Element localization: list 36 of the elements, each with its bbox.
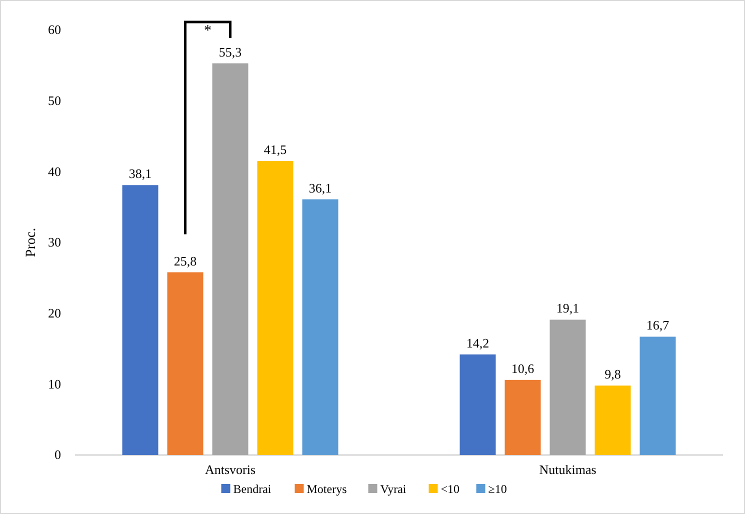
data-label: 10,6 — [511, 360, 535, 376]
y-tick-label: 40 — [48, 164, 61, 179]
bar — [550, 320, 586, 455]
legend-label: ≥10 — [488, 482, 507, 496]
bar — [504, 380, 541, 455]
y-axis-title: Proc. — [24, 228, 39, 258]
data-label: 38,1 — [128, 166, 152, 182]
bar — [212, 63, 248, 455]
data-label: 36,1 — [308, 180, 332, 196]
y-tick-label: 10 — [48, 376, 61, 392]
data-label: 41,5 — [264, 142, 287, 158]
x-tick-label: Antsvoris — [204, 462, 256, 478]
data-label: 9,8 — [604, 366, 621, 382]
annotation: * — [204, 23, 212, 39]
data-label: 16,7 — [646, 318, 670, 333]
bar — [594, 386, 631, 455]
data-label: 55,3 — [218, 44, 242, 60]
bar — [302, 199, 338, 455]
y-tick-label: 60 — [48, 22, 61, 38]
y-tick-label: 30 — [48, 234, 61, 250]
legend-label: Bendrai — [233, 482, 272, 496]
bar — [460, 354, 496, 455]
y-tick-label: 20 — [48, 305, 61, 320]
bar — [257, 161, 294, 455]
data-label: 25,8 — [174, 253, 197, 268]
legend-label: Moterys — [306, 482, 348, 496]
bar — [640, 336, 676, 455]
y-tick-label: 0 — [54, 447, 61, 462]
legend-label: <10 — [440, 482, 460, 496]
y-tick-label: 50 — [48, 92, 61, 108]
bar — [122, 185, 158, 455]
x-tick-label: Nutukimas — [539, 462, 596, 478]
data-label: 14,2 — [466, 335, 490, 350]
legend-label: Vyrai — [380, 482, 407, 496]
bar — [167, 272, 204, 455]
data-label: 19,1 — [556, 300, 580, 316]
